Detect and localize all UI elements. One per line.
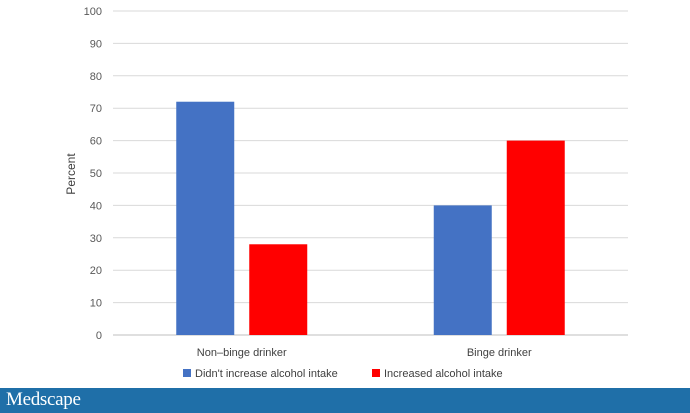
bar-chart: 0 10 20 30 40 50 60 70 80 90 100 Percent Non–binge… <box>64 6 628 380</box>
medscape-logo: Medscape <box>6 389 81 410</box>
y-tick-label: 90 <box>90 38 102 50</box>
bars <box>176 101 565 335</box>
footer-bar: Medscape <box>0 388 690 413</box>
bar-increased-binge <box>506 140 565 335</box>
y-tick-label: 30 <box>90 233 102 245</box>
x-category-label: Non–binge drinker <box>197 347 287 359</box>
y-axis-title: Percent <box>64 153 78 195</box>
y-tick-label: 0 <box>96 330 102 342</box>
bar-not-increased-non-binge <box>176 101 235 335</box>
legend-label: Increased alcohol intake <box>384 368 503 380</box>
bar-not-increased-binge <box>433 205 492 335</box>
y-tick-label: 50 <box>90 168 102 180</box>
legend: Didn't increase alcohol intake Increased … <box>183 368 503 380</box>
legend-item-increased: Increased alcohol intake <box>372 368 503 380</box>
legend-swatch <box>372 369 380 377</box>
legend-item-not-increased: Didn't increase alcohol intake <box>183 368 338 380</box>
y-axis-ticks: 0 10 20 30 40 50 60 70 80 90 100 <box>84 6 102 342</box>
y-tick-label: 60 <box>90 136 102 148</box>
y-tick-label: 20 <box>90 265 102 277</box>
y-tick-label: 10 <box>90 298 102 310</box>
x-axis-categories: Non–binge drinker Binge drinker <box>197 347 532 359</box>
bar-increased-non-binge <box>249 244 308 335</box>
legend-label: Didn't increase alcohol intake <box>195 368 338 380</box>
x-category-label: Binge drinker <box>467 347 532 359</box>
y-tick-label: 70 <box>90 103 102 115</box>
legend-swatch <box>183 369 191 377</box>
y-tick-label: 40 <box>90 200 102 212</box>
y-tick-label: 80 <box>90 71 102 83</box>
y-tick-label: 100 <box>84 6 102 18</box>
